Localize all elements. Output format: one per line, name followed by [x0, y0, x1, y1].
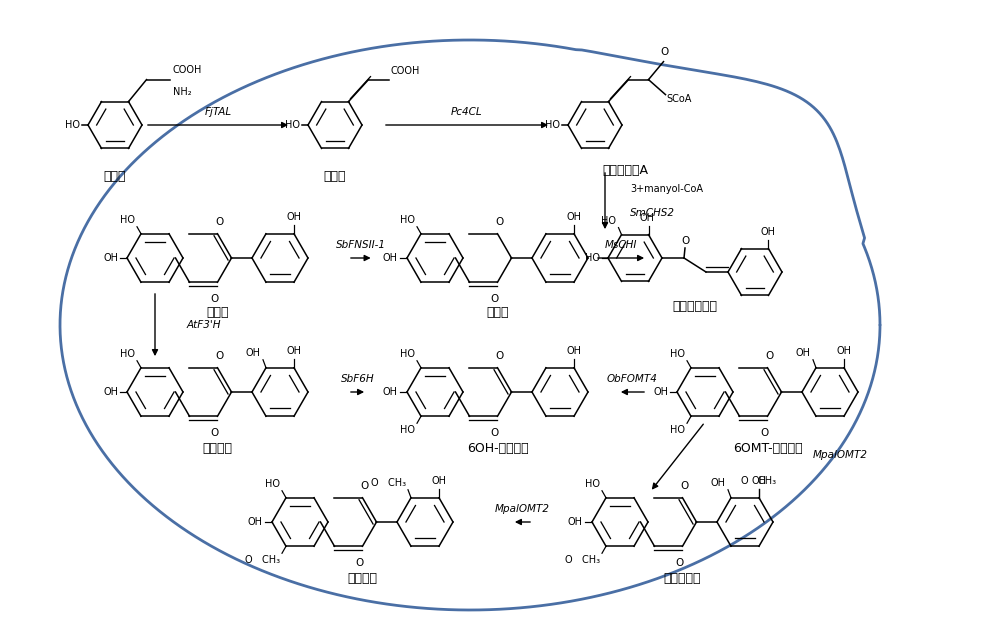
- Text: OH: OH: [566, 212, 581, 222]
- Text: OH: OH: [836, 346, 851, 356]
- Text: HO: HO: [602, 215, 616, 226]
- Text: O   CH₃: O CH₃: [565, 555, 600, 565]
- Text: O: O: [355, 558, 364, 568]
- Text: HO: HO: [265, 479, 280, 489]
- Text: 香豆酰辅酶A: 香豆酰辅酶A: [602, 164, 648, 177]
- Text: ObFOMT4: ObFOMT4: [607, 374, 658, 384]
- Text: OH: OH: [383, 253, 398, 263]
- Text: HO: HO: [585, 253, 600, 263]
- Text: O: O: [675, 558, 684, 568]
- Text: 棕矢车菊素: 棕矢车菊素: [664, 572, 701, 585]
- Text: O: O: [490, 428, 499, 438]
- Text: HO: HO: [400, 425, 415, 435]
- Text: HO: HO: [670, 425, 685, 435]
- Text: OH: OH: [286, 212, 301, 222]
- Text: OH: OH: [103, 387, 118, 397]
- Text: 柚皮素查尔酮: 柚皮素查尔酮: [672, 300, 717, 313]
- Text: MpalOMT2: MpalOMT2: [495, 504, 550, 514]
- Text: O: O: [680, 481, 689, 491]
- Text: O   CH₃: O CH₃: [245, 555, 280, 565]
- Text: OH: OH: [568, 517, 583, 527]
- Text: 香豆酸: 香豆酸: [324, 170, 346, 183]
- Text: OH: OH: [796, 348, 811, 358]
- Text: HO: HO: [400, 349, 415, 358]
- Text: OH: OH: [383, 387, 398, 397]
- Text: O   CH₃: O CH₃: [371, 478, 406, 488]
- Text: O: O: [210, 294, 219, 304]
- Text: OH: OH: [286, 346, 301, 356]
- Text: O: O: [765, 351, 774, 361]
- Text: O: O: [495, 351, 504, 361]
- Text: OH: OH: [639, 212, 654, 222]
- Text: AtF3'H: AtF3'H: [187, 320, 222, 330]
- Text: HO: HO: [285, 120, 300, 130]
- Text: HO: HO: [545, 120, 560, 130]
- Text: O: O: [215, 351, 224, 361]
- Text: OH: OH: [751, 476, 766, 486]
- Text: SCoA: SCoA: [666, 94, 692, 103]
- Text: O: O: [360, 481, 369, 491]
- Text: OH: OH: [246, 348, 261, 358]
- Text: OH: OH: [711, 478, 726, 488]
- Text: O: O: [660, 47, 669, 57]
- Text: OH: OH: [761, 227, 776, 237]
- Text: FjTAL: FjTAL: [204, 107, 232, 117]
- Text: O: O: [490, 294, 499, 304]
- Text: OH: OH: [653, 387, 668, 397]
- Text: O: O: [682, 236, 690, 246]
- Text: OH: OH: [566, 346, 581, 356]
- Text: HO: HO: [400, 215, 415, 225]
- Text: 泽兰林素: 泽兰林素: [347, 572, 377, 585]
- Text: NH₂: NH₂: [173, 86, 191, 96]
- Text: MpalOMT2: MpalOMT2: [812, 450, 868, 460]
- Text: COOH: COOH: [390, 66, 420, 76]
- Text: O: O: [760, 428, 769, 438]
- Text: 芹菜素: 芹菜素: [206, 306, 229, 319]
- Text: Pc4CL: Pc4CL: [451, 107, 483, 117]
- Text: COOH: COOH: [173, 65, 202, 74]
- Text: 6OH-木犀草素: 6OH-木犀草素: [467, 442, 528, 455]
- Text: SmCHS2: SmCHS2: [630, 208, 675, 218]
- Text: 酪氨酸: 酪氨酸: [104, 170, 126, 183]
- Text: O: O: [495, 217, 504, 227]
- Text: HO: HO: [120, 349, 135, 358]
- Text: HO: HO: [585, 479, 600, 489]
- Text: HO: HO: [120, 215, 135, 225]
- Text: OH: OH: [248, 517, 263, 527]
- Text: 木犀草素: 木犀草素: [202, 442, 232, 455]
- Text: 6OMT-木犀草素: 6OMT-木犀草素: [733, 442, 802, 455]
- Text: SbF6H: SbF6H: [341, 374, 374, 384]
- Text: 柚皮素: 柚皮素: [486, 306, 509, 319]
- Text: OH: OH: [431, 476, 446, 486]
- Text: OH: OH: [103, 253, 118, 263]
- Text: HO: HO: [670, 349, 685, 358]
- Text: O: O: [215, 217, 224, 227]
- Text: O: O: [210, 428, 219, 438]
- Text: SbFNSII-1: SbFNSII-1: [336, 240, 386, 250]
- Text: HO: HO: [65, 120, 80, 130]
- Text: O   CH₃: O CH₃: [741, 476, 777, 486]
- Text: 3+manyol-CoA: 3+manyol-CoA: [630, 184, 703, 194]
- Text: MsCHI: MsCHI: [605, 240, 637, 250]
